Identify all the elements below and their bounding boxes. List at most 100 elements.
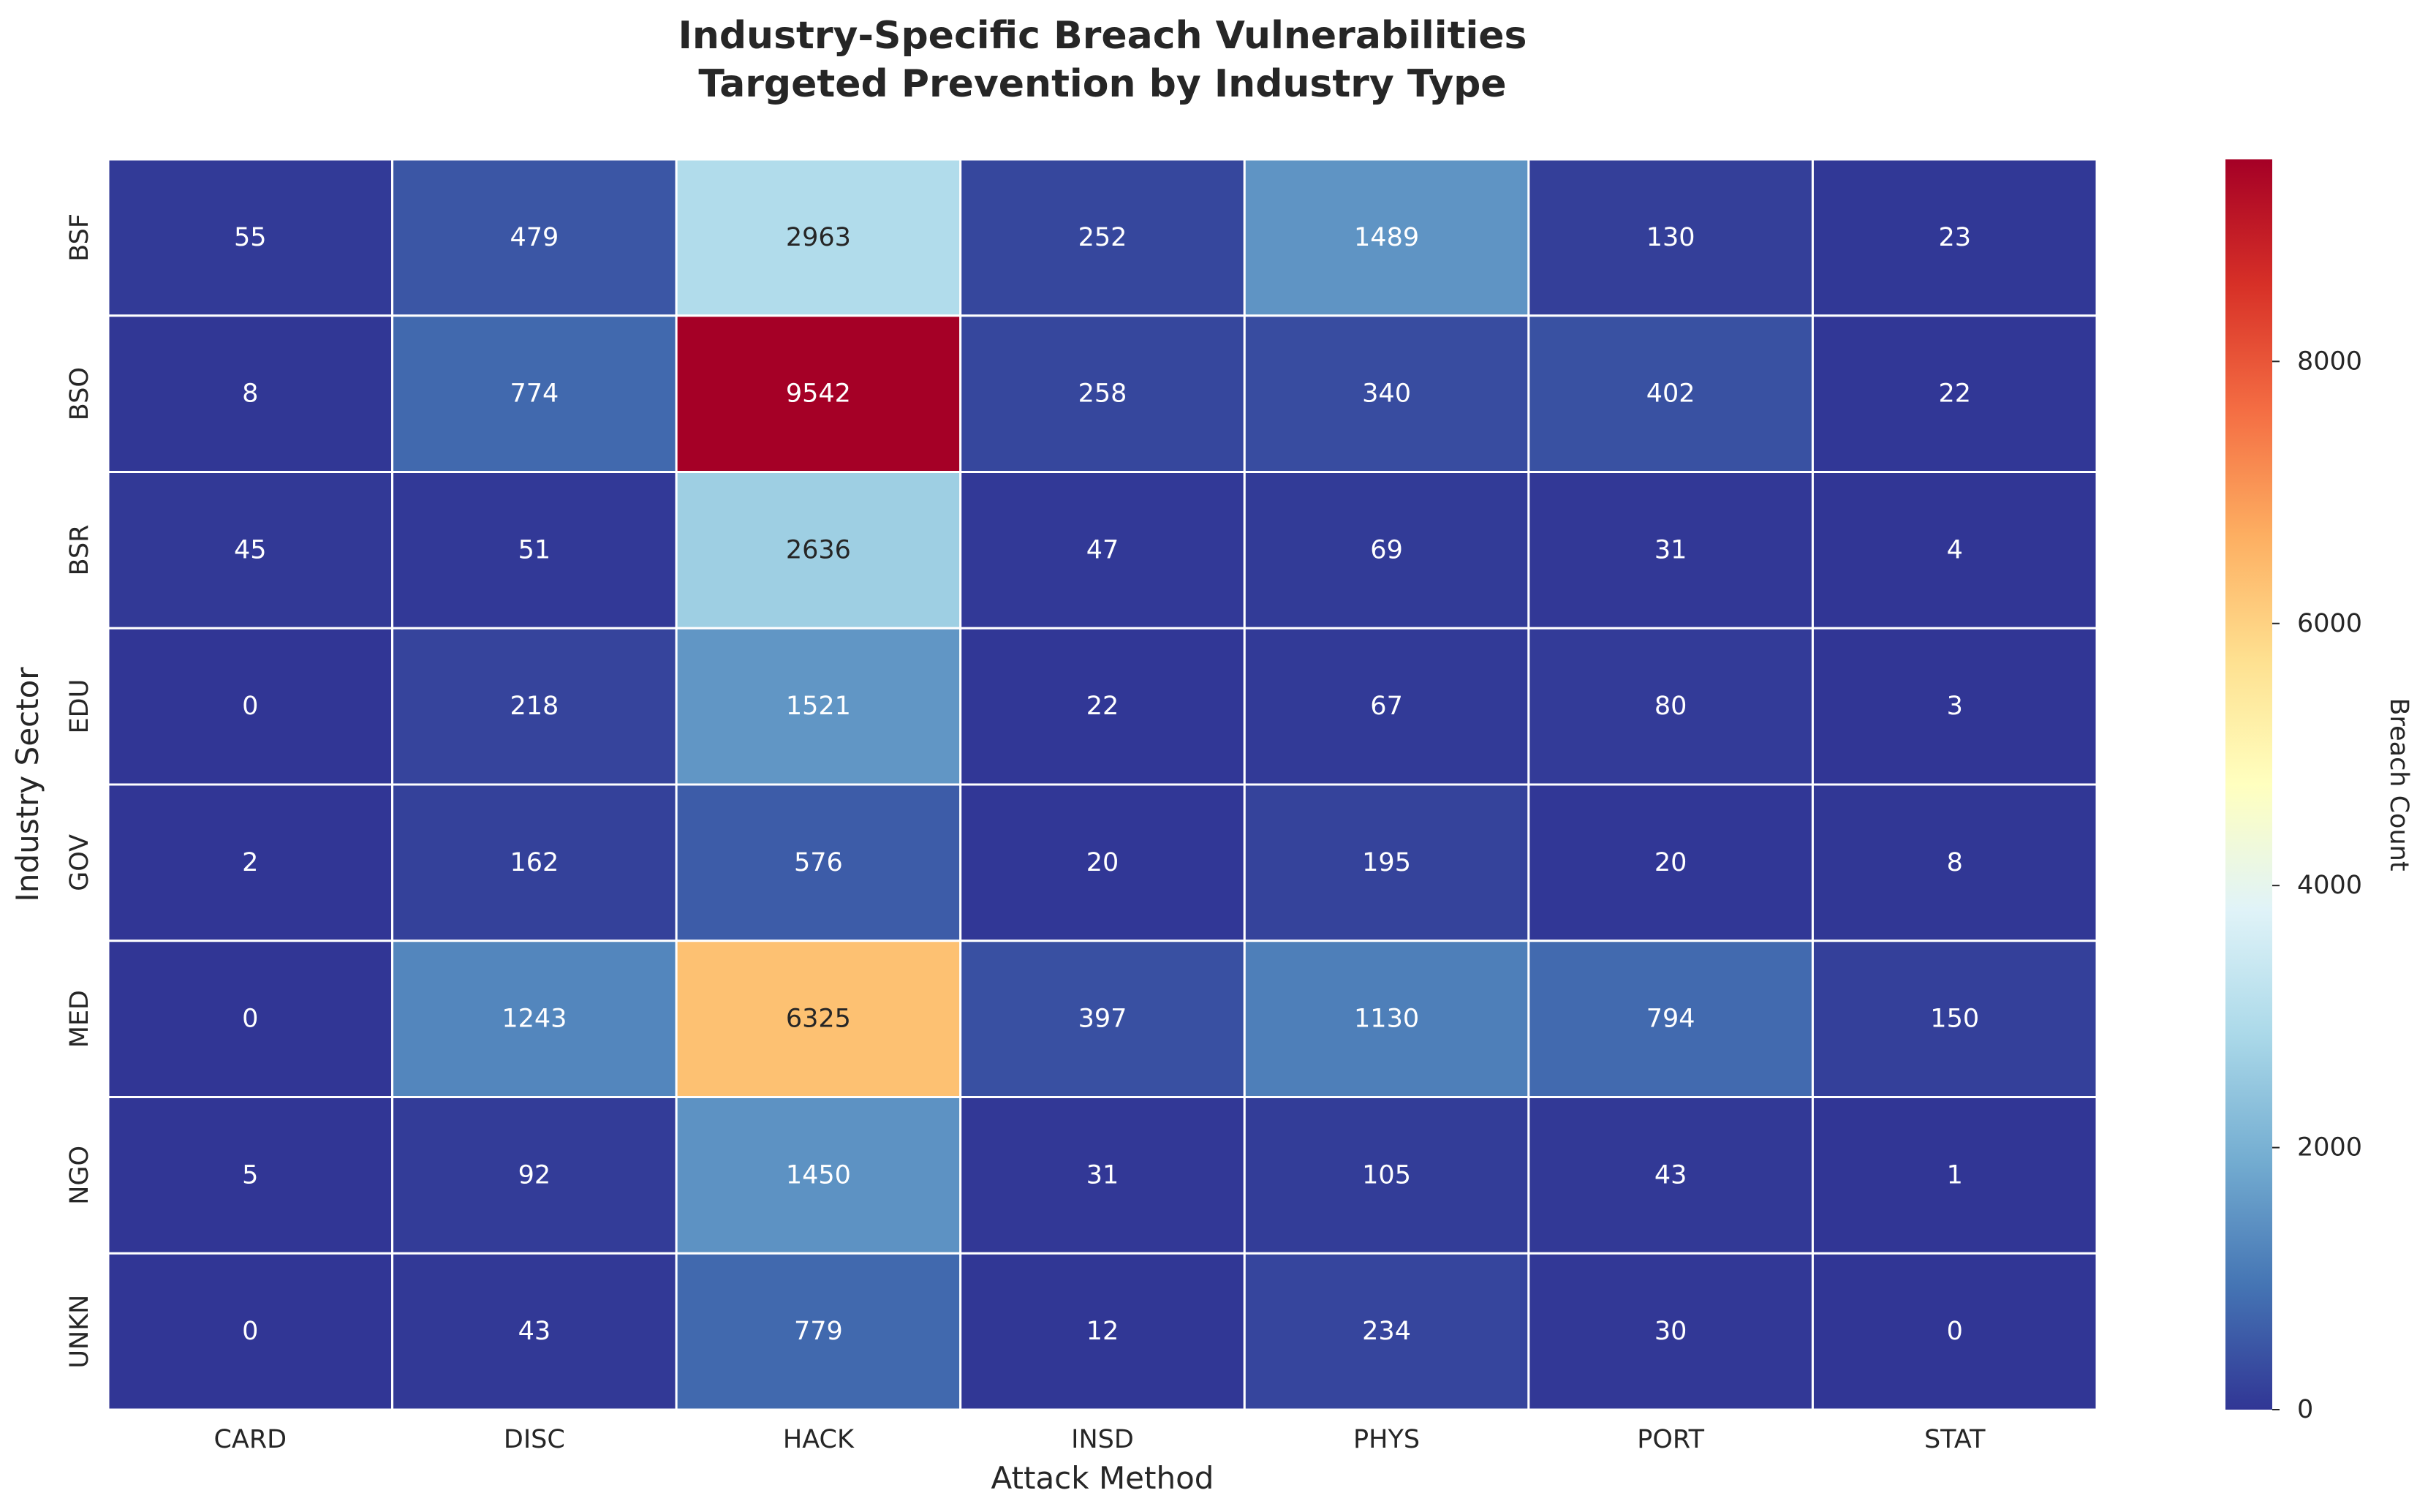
y-tick-label: BSR	[65, 524, 94, 575]
heatmap-cell	[391, 158, 678, 317]
heatmap-cell	[675, 940, 962, 1098]
x-tick-label: PHYS	[1353, 1425, 1420, 1454]
cell-value-label: 43	[1654, 1160, 1687, 1190]
y-tick-labels: BSF BSO BSR EDU GOV MED NGO UNKN	[65, 213, 94, 1369]
heatmap-cell	[675, 158, 962, 317]
cell-value-label: 258	[1078, 379, 1127, 409]
cell-value-label: 12	[1086, 1317, 1119, 1346]
heatmap-cell	[1243, 1252, 1530, 1411]
cell-value-label: 234	[1362, 1317, 1411, 1346]
cell-value-label: 55	[234, 223, 267, 252]
cell-value-label: 252	[1078, 223, 1127, 252]
y-tick-label: NGO	[65, 1146, 94, 1205]
heatmap-cell	[107, 940, 394, 1098]
cell-value-label: 80	[1654, 692, 1687, 721]
heatmap-cell	[1811, 1252, 2098, 1411]
cell-value-label: 402	[1646, 379, 1695, 409]
heatmap-cell	[107, 1252, 394, 1411]
cell-value-label: 43	[518, 1317, 551, 1346]
x-axis-label: Attack Method	[991, 1460, 1214, 1496]
heatmap-cell	[1527, 158, 1814, 317]
cell-value-label: 397	[1078, 1005, 1127, 1034]
cell-value-label: 195	[1362, 848, 1411, 877]
heatmap-cell	[959, 1096, 1246, 1255]
cell-value-label: 0	[1947, 1317, 1963, 1346]
heatmap-cell	[1811, 627, 2098, 786]
y-tick-label: GOV	[65, 834, 94, 891]
cell-value-label: 2963	[786, 223, 851, 252]
y-tick-label: UNKN	[65, 1295, 94, 1369]
heatmap-cell	[675, 471, 962, 630]
colorbar-tick-label: 6000	[2297, 609, 2362, 638]
heatmap-cell	[1811, 783, 2098, 942]
cell-value-label: 5	[242, 1160, 258, 1190]
cell-value-label: 794	[1646, 1005, 1695, 1034]
cell-value-label: 105	[1362, 1160, 1411, 1190]
heatmap-cell	[107, 471, 394, 630]
cell-value-label: 69	[1370, 535, 1403, 564]
heatmap-cell	[959, 940, 1246, 1098]
colorbar-ticks: 0 2000 4000 6000 8000	[2272, 347, 2362, 1424]
colorbar-tick-label: 2000	[2297, 1133, 2362, 1163]
x-tick-label: HACK	[783, 1425, 855, 1454]
cell-value-label: 2636	[786, 535, 851, 564]
chart-subtitle: Targeted Prevention by Industry Type	[698, 62, 1506, 106]
x-tick-label: PORT	[1637, 1425, 1704, 1454]
cell-value-label: 576	[794, 848, 843, 877]
cell-value-label: 4	[1947, 535, 1963, 564]
y-tick-label: BSO	[65, 367, 94, 420]
colorbar-gradient	[2225, 159, 2272, 1410]
x-tick-label: DISC	[504, 1425, 565, 1454]
cell-value-label: 2	[242, 848, 258, 877]
cell-value-label: 774	[510, 379, 559, 409]
heatmap-cell	[107, 158, 394, 317]
cell-value-label: 1	[1947, 1160, 1963, 1190]
y-tick-label: MED	[65, 990, 94, 1048]
heatmap-cell	[1243, 471, 1530, 630]
cell-value-label: 1243	[502, 1005, 567, 1034]
colorbar: 0 2000 4000 6000 8000 Breach Count	[2225, 159, 2413, 1424]
cell-value-label: 47	[1086, 535, 1119, 564]
heatmap-cell	[391, 1252, 678, 1411]
cell-value-label: 9542	[786, 379, 851, 409]
cell-value-label: 130	[1646, 223, 1695, 252]
heatmap-cell	[1527, 1096, 1814, 1255]
cell-value-label: 51	[518, 535, 551, 564]
colorbar-label: Breach Count	[2384, 698, 2413, 871]
heatmap-cell	[107, 314, 394, 473]
chart-title: Industry-Specific Breach Vulnerabilities	[678, 14, 1527, 58]
heatmap-cell	[959, 158, 1246, 317]
heatmap-cell	[675, 1096, 962, 1255]
cell-value-label: 22	[1086, 692, 1119, 721]
cell-value-label: 162	[510, 848, 559, 877]
heatmap-cell	[107, 783, 394, 942]
heatmap-cell	[391, 940, 678, 1098]
colorbar-tick-label: 8000	[2297, 347, 2362, 376]
cell-value-label: 1489	[1354, 223, 1419, 252]
heatmap-cell	[107, 627, 394, 786]
heatmap-cell	[1811, 471, 2098, 630]
cell-value-label: 1130	[1354, 1005, 1419, 1034]
cell-value-label: 218	[510, 692, 559, 721]
heatmap-cell	[959, 1252, 1246, 1411]
cell-value-label: 92	[518, 1160, 551, 1190]
y-tick-label: BSF	[65, 213, 94, 262]
x-tick-labels: CARD DISC HACK INSD PHYS PORT STAT	[213, 1425, 1986, 1454]
cell-value-label: 479	[510, 223, 559, 252]
cell-value-label: 3	[1947, 692, 1963, 721]
heatmap-cell	[1243, 314, 1530, 473]
cell-value-label: 779	[794, 1317, 843, 1346]
x-tick-label: STAT	[1924, 1425, 1986, 1454]
cell-value-label: 67	[1370, 692, 1403, 721]
colorbar-tick-label: 4000	[2297, 871, 2362, 900]
heatmap-cell	[1811, 314, 2098, 473]
heatmap-cell	[1811, 1096, 2098, 1255]
cell-value-label: 1450	[786, 1160, 851, 1190]
heatmap-cell	[391, 627, 678, 786]
cell-value-label: 0	[242, 1005, 258, 1034]
heatmap-cell	[1527, 314, 1814, 473]
x-tick-label: INSD	[1071, 1425, 1134, 1454]
cell-value-label: 1521	[786, 692, 851, 721]
cell-value-label: 8	[242, 379, 258, 409]
